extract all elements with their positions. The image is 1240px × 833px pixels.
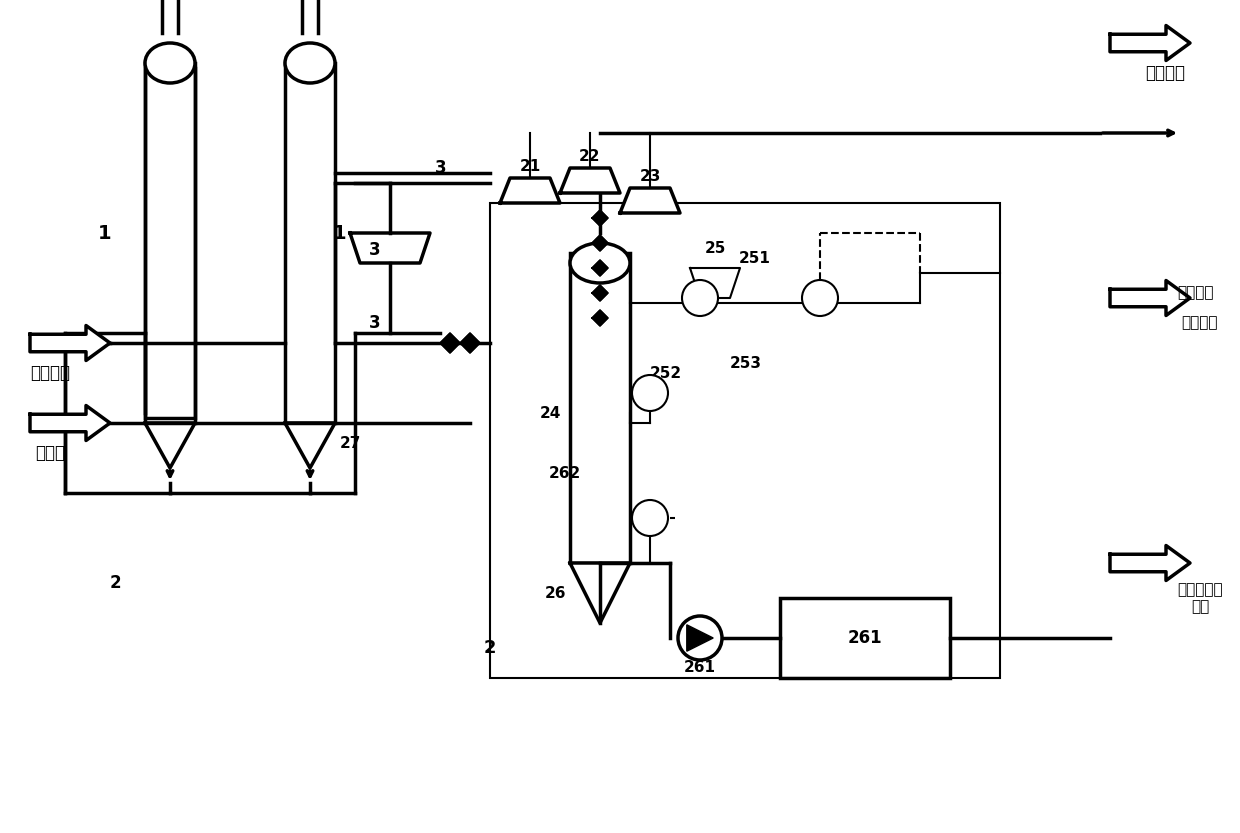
Polygon shape [440, 333, 460, 353]
Text: 25: 25 [704, 241, 725, 256]
Polygon shape [560, 168, 620, 193]
Text: PC: PC [812, 293, 827, 303]
Circle shape [678, 616, 722, 660]
Polygon shape [591, 235, 608, 251]
Polygon shape [1110, 26, 1190, 61]
Circle shape [802, 280, 838, 316]
Bar [490, 203, 999, 678]
Polygon shape [689, 268, 740, 298]
Text: 原料油回炼
系统: 原料油回炼 系统 [1177, 581, 1223, 614]
Polygon shape [460, 333, 480, 353]
Text: 3: 3 [368, 314, 379, 332]
Text: LC: LC [693, 293, 707, 303]
Circle shape [632, 500, 668, 536]
Text: 253: 253 [730, 356, 763, 371]
Polygon shape [687, 625, 713, 651]
Text: 3: 3 [435, 159, 446, 177]
Text: 1: 1 [334, 223, 347, 242]
Text: LC: LC [644, 513, 657, 523]
Text: 261: 261 [684, 661, 715, 676]
Bar [285, 63, 335, 423]
Polygon shape [591, 260, 608, 276]
Polygon shape [285, 423, 335, 468]
Text: 21: 21 [520, 158, 541, 173]
Text: 1: 1 [98, 223, 112, 242]
Text: 252: 252 [650, 366, 682, 381]
Text: 251: 251 [739, 251, 771, 266]
Ellipse shape [570, 243, 630, 283]
Bar [570, 253, 630, 563]
Polygon shape [570, 563, 630, 623]
Polygon shape [30, 326, 110, 361]
Polygon shape [500, 178, 560, 203]
Text: 27: 27 [340, 436, 361, 451]
Bar [490, 203, 999, 678]
Polygon shape [350, 233, 430, 263]
Bar [145, 63, 195, 423]
Bar [780, 598, 950, 678]
Text: 26: 26 [544, 586, 565, 601]
Polygon shape [591, 210, 608, 226]
Text: 冲洗油: 冲洗油 [35, 444, 64, 462]
Text: 反应进料: 反应进料 [30, 364, 69, 382]
Text: 261: 261 [848, 629, 883, 647]
Text: 24: 24 [539, 406, 560, 421]
Text: 3: 3 [370, 241, 381, 259]
Polygon shape [1110, 281, 1190, 316]
Polygon shape [30, 406, 110, 441]
Polygon shape [1110, 546, 1190, 581]
Text: 火炬系统: 火炬系统 [1182, 316, 1218, 331]
Ellipse shape [145, 43, 195, 83]
Text: 23: 23 [640, 168, 661, 183]
Text: 262: 262 [549, 466, 582, 481]
Text: 火炬系统: 火炬系统 [1177, 286, 1213, 301]
Polygon shape [620, 188, 680, 213]
Text: 反应产物: 反应产物 [1145, 64, 1185, 82]
Circle shape [682, 280, 718, 316]
Text: 22: 22 [579, 148, 600, 163]
Text: 26: 26 [678, 631, 701, 646]
Polygon shape [591, 310, 608, 326]
Polygon shape [145, 423, 195, 468]
Polygon shape [591, 285, 608, 301]
Text: 2: 2 [484, 639, 496, 657]
Text: 2: 2 [110, 574, 122, 592]
Text: FC: FC [642, 388, 657, 398]
Circle shape [632, 375, 668, 411]
Ellipse shape [285, 43, 335, 83]
Bar [145, 68, 195, 418]
